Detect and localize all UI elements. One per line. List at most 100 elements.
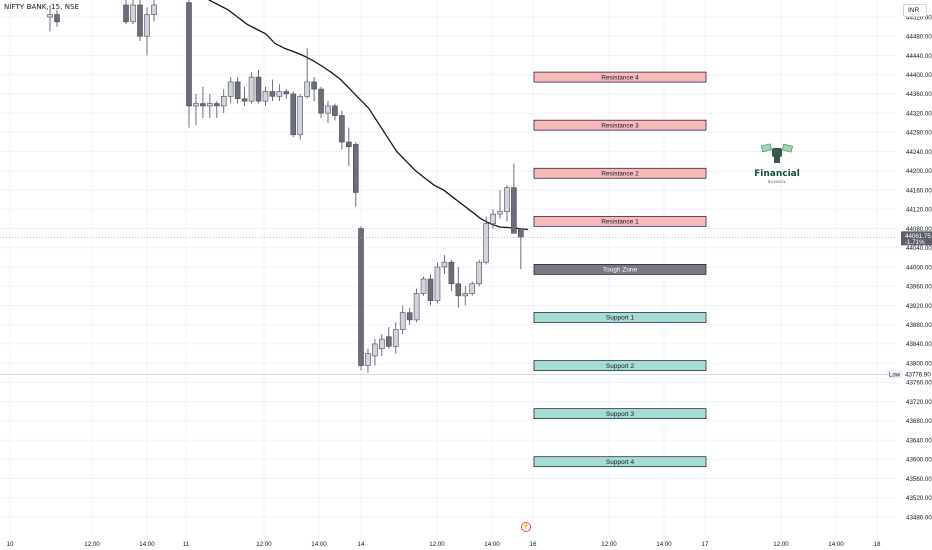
y-tick-label: 43720.00 bbox=[906, 399, 932, 406]
candle-body bbox=[234, 81, 241, 100]
candle-body bbox=[269, 91, 276, 97]
candle-body bbox=[123, 4, 129, 23]
candle-body bbox=[518, 228, 524, 238]
candle-body bbox=[304, 81, 310, 97]
moving-average bbox=[208, 0, 529, 231]
candle-body bbox=[54, 14, 60, 23]
candle bbox=[130, 0, 136, 25]
x-tick-label: 12:00 bbox=[84, 541, 100, 548]
x-tick-label: 17 bbox=[702, 541, 709, 548]
candles bbox=[47, 0, 524, 373]
candle bbox=[304, 48, 310, 99]
candle bbox=[318, 86, 324, 118]
candle-body bbox=[193, 103, 199, 107]
candle bbox=[227, 77, 234, 104]
candle-body bbox=[462, 293, 469, 297]
candle bbox=[455, 267, 462, 308]
candle-body bbox=[483, 223, 489, 263]
candle bbox=[392, 322, 399, 354]
logo-subtitle: SCHOOL bbox=[767, 179, 787, 184]
level-support-4: Support 4 bbox=[533, 456, 707, 468]
lightning-icon[interactable]: ⚡ bbox=[521, 522, 531, 532]
candle bbox=[234, 77, 241, 104]
candle bbox=[123, 0, 129, 25]
y-tick-label: 43800.00 bbox=[906, 360, 932, 367]
level-box bbox=[533, 360, 707, 371]
candle-body bbox=[283, 91, 290, 95]
level-label: Resistance 3 bbox=[601, 122, 639, 129]
candle-body bbox=[311, 81, 317, 90]
candle-body bbox=[434, 266, 441, 301]
candle-body bbox=[130, 4, 136, 23]
candle bbox=[427, 274, 434, 306]
candle-body bbox=[332, 105, 338, 116]
y-tick-label: 44200.00 bbox=[906, 168, 932, 175]
currency-button[interactable]: INR bbox=[903, 4, 927, 17]
ma-line bbox=[208, 0, 529, 231]
candle bbox=[54, 9, 60, 27]
candle-body bbox=[47, 14, 53, 18]
candle-body bbox=[276, 91, 283, 97]
y-tick-label: 44520.00 bbox=[906, 14, 932, 21]
candle-body bbox=[214, 103, 220, 107]
candle bbox=[497, 190, 503, 219]
y-tick-label: 44120.00 bbox=[906, 207, 932, 214]
time-axis[interactable]: 10 12:00 14:00 11 12:00 14:00 14 12:00 14:00 16 12… bbox=[0, 541, 897, 550]
low-label-bg bbox=[887, 369, 903, 379]
candle-body bbox=[469, 283, 476, 294]
candle bbox=[358, 226, 364, 371]
candle bbox=[262, 86, 269, 106]
candle bbox=[406, 307, 413, 325]
y-tick-label: 43840.00 bbox=[906, 341, 932, 348]
candle-body bbox=[427, 278, 434, 301]
candle-body bbox=[476, 261, 482, 285]
candle-body bbox=[297, 96, 304, 136]
candle-body bbox=[227, 81, 234, 97]
candle bbox=[297, 93, 304, 140]
y-tick-label: 44000.00 bbox=[906, 264, 932, 271]
y-tick-label: 43600.00 bbox=[906, 457, 932, 464]
candle bbox=[144, 7, 150, 56]
candle bbox=[420, 276, 427, 296]
low-value-bg bbox=[903, 369, 932, 379]
candle-body bbox=[448, 261, 455, 285]
candle-body bbox=[490, 213, 496, 225]
level-resistance-2: Resistance 2 bbox=[533, 167, 707, 179]
x-tick-label: 14 bbox=[358, 541, 365, 548]
level-support-3: Support 3 bbox=[533, 408, 707, 419]
level-resistance-1: Resistance 1 bbox=[533, 215, 707, 227]
candle-body bbox=[200, 103, 206, 107]
level-label: Support 3 bbox=[606, 411, 635, 418]
y-tick-label: 44320.00 bbox=[906, 110, 932, 117]
level-box bbox=[533, 71, 707, 83]
candle-body bbox=[365, 353, 371, 366]
candle bbox=[207, 93, 213, 118]
candle-body bbox=[455, 283, 462, 297]
candle bbox=[372, 339, 378, 366]
level-label: Resistance 1 bbox=[601, 219, 639, 226]
x-tick-label: 14:00 bbox=[484, 541, 500, 548]
tags: 44061.75-1.71% Low 43776.90 bbox=[0, 231, 932, 379]
x-tick-label: 12:00 bbox=[429, 541, 445, 548]
price-axis[interactable]: 43480.00 43520.00 43560.00 43600.00 43640.00… bbox=[897, 0, 932, 550]
level-box bbox=[533, 312, 707, 323]
low-label: Low bbox=[889, 372, 901, 378]
candle bbox=[483, 216, 489, 265]
candle bbox=[352, 142, 359, 207]
candle-body bbox=[262, 91, 269, 102]
candle bbox=[193, 93, 199, 126]
level-resistance-3: Resistance 3 bbox=[533, 119, 707, 131]
candle-body bbox=[248, 76, 255, 102]
y-tick-label: 43520.00 bbox=[906, 495, 932, 502]
candle bbox=[490, 209, 496, 229]
level-box bbox=[533, 408, 707, 419]
y-tick-label: 44160.00 bbox=[906, 187, 932, 194]
candle bbox=[241, 86, 248, 106]
candle bbox=[47, 4, 53, 32]
candle-body bbox=[372, 343, 378, 357]
price-tag-change: -1.71% bbox=[905, 239, 925, 246]
candle bbox=[399, 305, 406, 335]
candle-body bbox=[399, 312, 406, 330]
x-tick-label: 14:00 bbox=[139, 541, 155, 548]
